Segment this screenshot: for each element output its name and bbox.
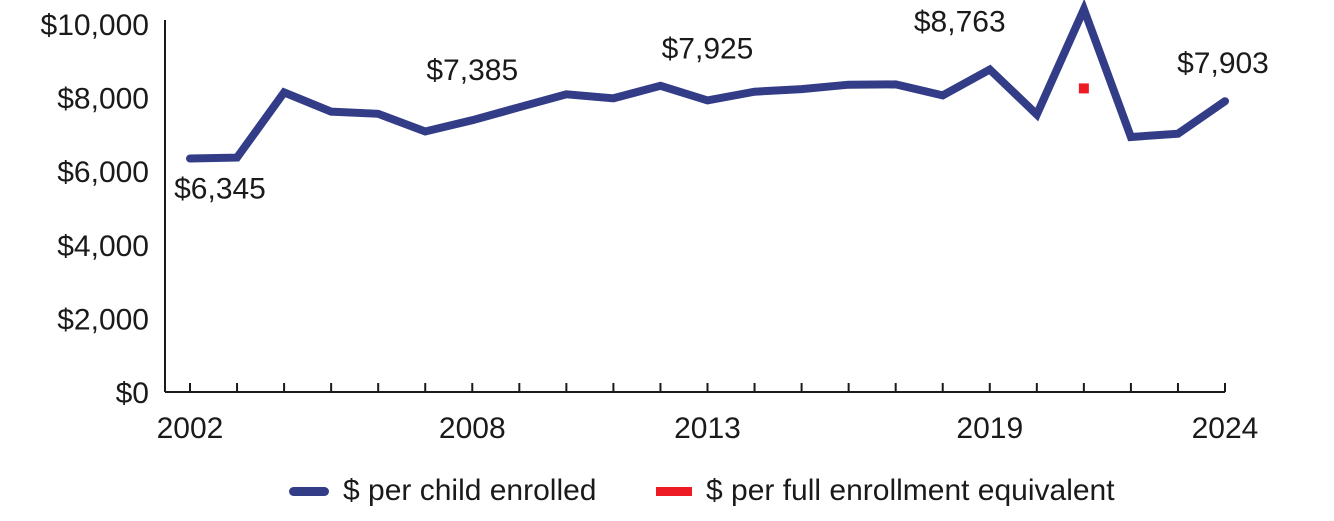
x-tick-label: 2002 [157, 412, 224, 445]
y-tick-label: $10,000 [41, 9, 149, 42]
legend-swatch-marker [656, 486, 692, 496]
data-label: $8,763 [914, 6, 1006, 39]
chart-axes: $0 $2,000 $4,000 $6,000 $8,000 $10,000 2002 200… [41, 9, 1259, 445]
data-label: $7,903 [1177, 47, 1269, 80]
data-label: $7,925 [662, 32, 754, 65]
y-tick-label: $0 [116, 377, 149, 410]
chart-legend: $ per child enrolled $ per full enrollme… [0, 466, 1334, 516]
y-tick-label: $6,000 [57, 156, 149, 189]
series-line-per-child [186, 0, 1229, 163]
x-tick-label: 2013 [674, 412, 741, 445]
chart-data-labels: $6,345 $7,385 $7,925 $8,763 $7,903 [174, 6, 1269, 206]
data-label: $6,345 [174, 173, 266, 206]
y-tick-label: $4,000 [57, 230, 149, 263]
line-chart: $0 $2,000 $4,000 $6,000 $8,000 $10,000 2002 200… [41, 0, 1269, 445]
x-tick-label: 2019 [956, 412, 1023, 445]
series-point-per-fee [1078, 83, 1089, 94]
y-tick-label: $2,000 [57, 303, 149, 336]
chart-series [186, 0, 1229, 163]
legend-swatch-line [289, 486, 329, 496]
x-tick-label: 2008 [439, 412, 506, 445]
legend-label-per-fee: $ per full enrollment equivalent [706, 474, 1115, 507]
y-tick-label: $8,000 [57, 83, 149, 116]
legend-item-per-fee: $ per full enrollment equivalent [656, 466, 1115, 516]
legend-label-per-child: $ per child enrolled [343, 474, 597, 507]
data-label: $7,385 [426, 54, 518, 87]
x-tick-label: 2024 [1192, 412, 1259, 445]
legend-item-per-child: $ per child enrolled [289, 466, 597, 516]
